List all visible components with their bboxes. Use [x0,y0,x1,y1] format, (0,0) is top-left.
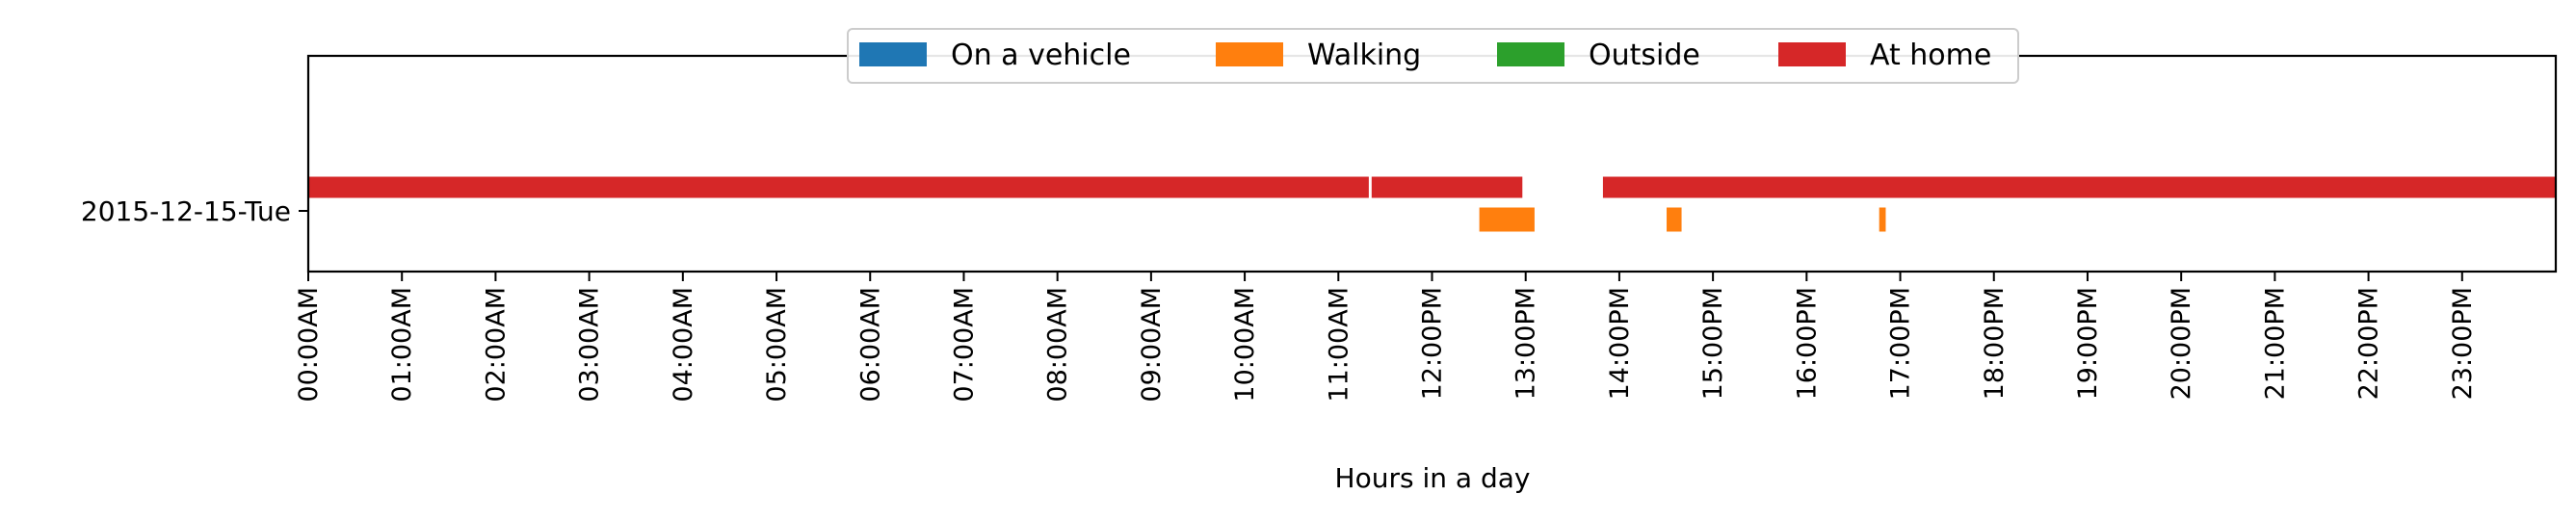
x-tick-label: 06:00AM [855,287,885,403]
legend-label: On a vehicle [951,39,1131,72]
legend-label: At home [1870,39,1991,72]
x-tick-label: 11:00AM [1324,287,1354,403]
plot-area-frame [306,54,2558,273]
legend-frame [847,28,2019,84]
x-tick-label: 03:00AM [575,287,605,403]
bar-walking-0 [1478,206,1536,233]
x-tick-label: 05:00AM [762,287,792,403]
x-tick-label: 12:00PM [1418,287,1448,400]
x-tick-label: 16:00PM [1792,287,1822,400]
x-tick-label: 01:00AM [387,287,417,403]
x-tick-label: 13:00PM [1511,287,1541,400]
legend: On a vehicle Walking Outside At home [847,28,2019,84]
x-tick-label: 04:00AM [669,287,698,403]
bars-layer [307,175,2557,233]
legend-swatch [1778,42,1846,66]
x-axis: 00:00AM 01:00AM 02:00AM 03:00AM 04:00AM 05:00… [294,272,2478,403]
x-tick-label: 14:00PM [1605,287,1635,400]
legend-swatch [859,42,927,66]
x-tick-label: 22:00PM [2354,287,2384,400]
x-tick-label: 18:00PM [1980,287,2010,400]
y-axis: 2015-12-15-Tue [81,195,308,227]
x-tick-label: 23:00PM [2448,287,2478,400]
bar-at-home-2 [1601,175,2557,199]
x-tick-label: 00:00AM [294,287,324,403]
x-tick-label: 10:00AM [1230,287,1260,403]
x-tick-label: 20:00PM [2167,287,2196,400]
x-axis-label: Hours in a day [1335,462,1531,494]
x-tick-label: 02:00AM [481,287,511,403]
legend-label: Outside [1589,39,1700,72]
x-tick-label: 21:00PM [2260,287,2290,400]
x-tick-label: 15:00PM [1698,287,1728,400]
legend-swatch [1216,42,1283,66]
x-tick-label: 17:00PM [1886,287,1916,400]
x-tick-label: 08:00AM [1043,287,1073,403]
bar-walking-2 [1878,206,1887,233]
legend-swatch [1497,42,1564,66]
bar-at-home-1 [1370,175,1524,199]
bar-walking-1 [1666,206,1683,233]
x-tick-label: 09:00AM [1137,287,1167,403]
x-tick-label: 07:00AM [949,287,979,403]
bar-at-home-0 [307,175,1370,199]
y-tick-label: 2015-12-15-Tue [81,195,291,227]
x-tick-label: 19:00PM [2073,287,2103,400]
legend-label: Walking [1307,39,1421,72]
